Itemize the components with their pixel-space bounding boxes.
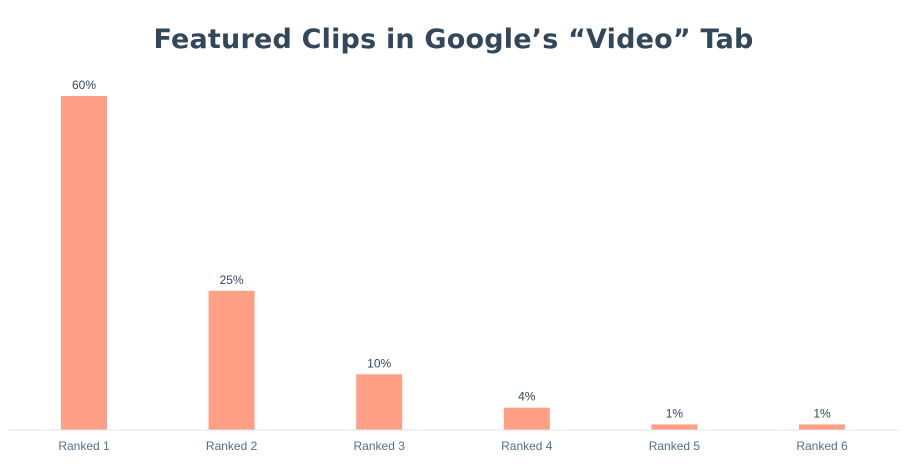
bar-3 [356,374,403,430]
bar-1 [61,96,107,430]
x-tick-label-5: Ranked 5 [649,439,701,453]
bars-group [61,96,845,430]
x-tick-label-2: Ranked 2 [206,439,258,453]
bar-5 [651,424,698,430]
bar-value-label-3: 10% [367,356,391,370]
bar-value-label-5: 1% [666,406,684,420]
x-tick-label-3: Ranked 3 [354,439,406,453]
x-tick-label-6: Ranked 6 [796,439,848,453]
bar-value-label-6: 1% [813,406,831,420]
bar-2 [208,290,255,430]
bar-value-label-1: 60% [72,78,96,92]
bar-labels-group: 60% 25% 10% 4% 1% 1% [72,78,831,420]
x-tick-label-1: Ranked 1 [58,439,110,453]
x-tick-label-4: Ranked 4 [501,439,553,453]
chart-title: Featured Clips in Google’s “Video” Tab [153,24,754,55]
bar-value-label-4: 4% [518,390,536,404]
bar-value-label-2: 25% [220,273,244,287]
bar-4 [503,407,550,430]
tick-labels-group: Ranked 1 Ranked 2 Ranked 3 Ranked 4 Ranked 5… [58,439,848,453]
bar-6 [799,424,845,430]
